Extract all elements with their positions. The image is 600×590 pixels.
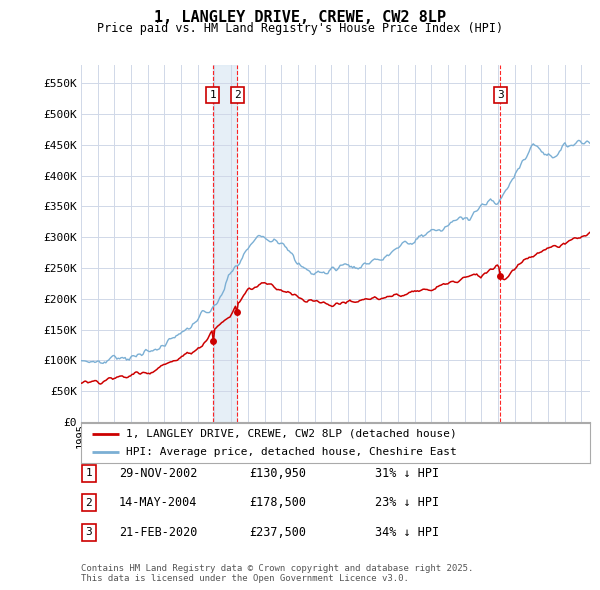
Text: 1, LANGLEY DRIVE, CREWE, CW2 8LP (detached house): 1, LANGLEY DRIVE, CREWE, CW2 8LP (detach… xyxy=(126,429,457,439)
Text: 1, LANGLEY DRIVE, CREWE, CW2 8LP: 1, LANGLEY DRIVE, CREWE, CW2 8LP xyxy=(154,10,446,25)
Text: 2: 2 xyxy=(85,498,92,507)
Text: £130,950: £130,950 xyxy=(249,467,306,480)
Text: £237,500: £237,500 xyxy=(249,526,306,539)
Text: Price paid vs. HM Land Registry's House Price Index (HPI): Price paid vs. HM Land Registry's House … xyxy=(97,22,503,35)
Text: 14-MAY-2004: 14-MAY-2004 xyxy=(119,496,197,509)
Text: 2: 2 xyxy=(234,90,241,100)
Text: 23% ↓ HPI: 23% ↓ HPI xyxy=(375,496,439,509)
Text: 34% ↓ HPI: 34% ↓ HPI xyxy=(375,526,439,539)
Text: HPI: Average price, detached house, Cheshire East: HPI: Average price, detached house, Ches… xyxy=(126,447,457,457)
Bar xyxy=(213,65,238,422)
Text: 31% ↓ HPI: 31% ↓ HPI xyxy=(375,467,439,480)
Text: £178,500: £178,500 xyxy=(249,496,306,509)
Text: 3: 3 xyxy=(497,90,503,100)
Text: 3: 3 xyxy=(85,527,92,537)
Text: 21-FEB-2020: 21-FEB-2020 xyxy=(119,526,197,539)
Text: 29-NOV-2002: 29-NOV-2002 xyxy=(119,467,197,480)
Text: 1: 1 xyxy=(85,468,92,478)
Text: Contains HM Land Registry data © Crown copyright and database right 2025.
This d: Contains HM Land Registry data © Crown c… xyxy=(81,563,473,583)
Text: 1: 1 xyxy=(209,90,217,100)
